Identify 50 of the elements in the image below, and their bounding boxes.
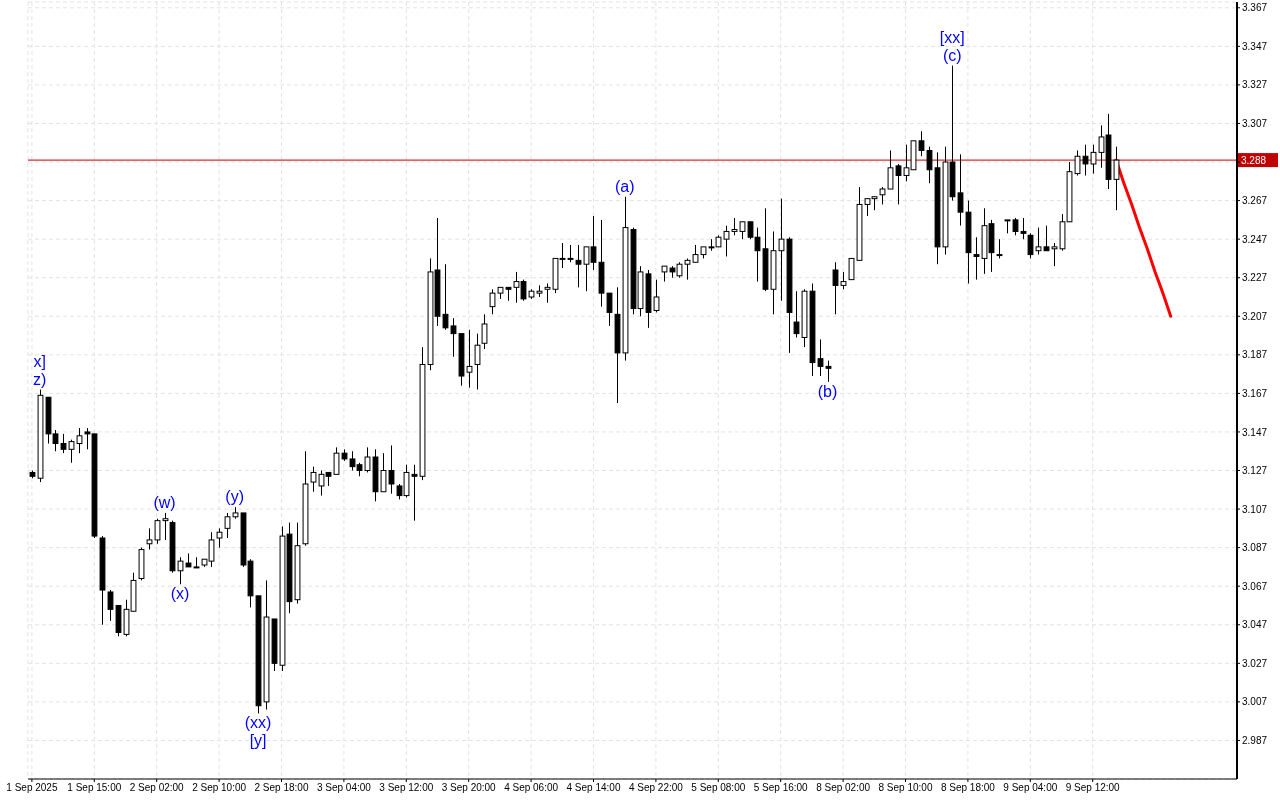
x-tick-label: 5 Sep 08:00 [691, 782, 746, 794]
x-tick-label: 2 Sep 18:00 [254, 782, 309, 794]
candlestick [996, 238, 1003, 259]
y-tick-label: 2.987 [1242, 734, 1268, 746]
y-tick-label: 3.027 [1242, 657, 1268, 669]
text: (w) [153, 493, 176, 511]
y-tick-label: 3.247 [1242, 233, 1268, 245]
y-tick-label: 3.047 [1242, 619, 1268, 631]
x-tick-label: 2 Sep 02:00 [129, 782, 185, 794]
ref-line-label: 3.288 [1241, 155, 1267, 167]
x-tick-label: 9 Sep 12:00 [1065, 782, 1121, 794]
y-tick-label: 3.327 [1242, 79, 1268, 91]
x-tick-label: 2 Sep 10:00 [192, 782, 247, 794]
x-tick-label: 1 Sep 2025 [6, 782, 58, 794]
y-tick-label: 3.267 [1242, 195, 1268, 207]
text: (a) [614, 177, 635, 195]
y-tick-label: 3.307 [1242, 118, 1268, 130]
y-tick-label: 3.367 [1242, 2, 1268, 14]
x-tick-label: 1 Sep 15:00 [67, 782, 122, 794]
text: (b) [817, 382, 838, 400]
candlestick [216, 527, 223, 549]
y-tick-label: 3.167 [1242, 387, 1268, 399]
y-tick-label: 3.147 [1242, 426, 1268, 438]
text: (xx) [y] [244, 714, 272, 750]
y-tick-label: 3.227 [1242, 272, 1268, 284]
y-tick-label: 3.187 [1242, 349, 1268, 361]
y-tick-label: 3.107 [1242, 503, 1268, 515]
text: (x) [170, 585, 190, 603]
x-tick-label: 4 Sep 22:00 [628, 782, 684, 794]
x-tick-label: 3 Sep 04:00 [316, 782, 372, 794]
x-tick-label: 8 Sep 18:00 [940, 782, 996, 794]
x-tick-label: 4 Sep 06:00 [504, 782, 559, 794]
x-tick-label: 9 Sep 04:00 [1003, 782, 1058, 794]
y-tick-label: 3.087 [1242, 542, 1268, 554]
y-tick-label: 3.067 [1242, 580, 1268, 592]
text: (y) [225, 488, 245, 506]
candlestick [474, 333, 481, 391]
x-tick-label: 8 Sep 10:00 [878, 782, 933, 794]
text: x] z) [33, 352, 47, 388]
x-tick-label: 3 Sep 20:00 [441, 782, 497, 794]
y-tick-label: 3.207 [1242, 310, 1268, 322]
candlestick [481, 313, 488, 350]
text: [xx] (c) [939, 28, 965, 64]
x-tick-label: 5 Sep 16:00 [753, 782, 809, 794]
y-tick-label: 3.007 [1242, 696, 1268, 708]
x-tick-label: 8 Sep 02:00 [816, 782, 871, 794]
x-tick-label: 4 Sep 14:00 [566, 782, 621, 794]
y-tick-label: 3.347 [1242, 40, 1268, 52]
x-tick-label: 3 Sep 12:00 [379, 782, 434, 794]
y-tick-label: 3.127 [1242, 465, 1268, 477]
